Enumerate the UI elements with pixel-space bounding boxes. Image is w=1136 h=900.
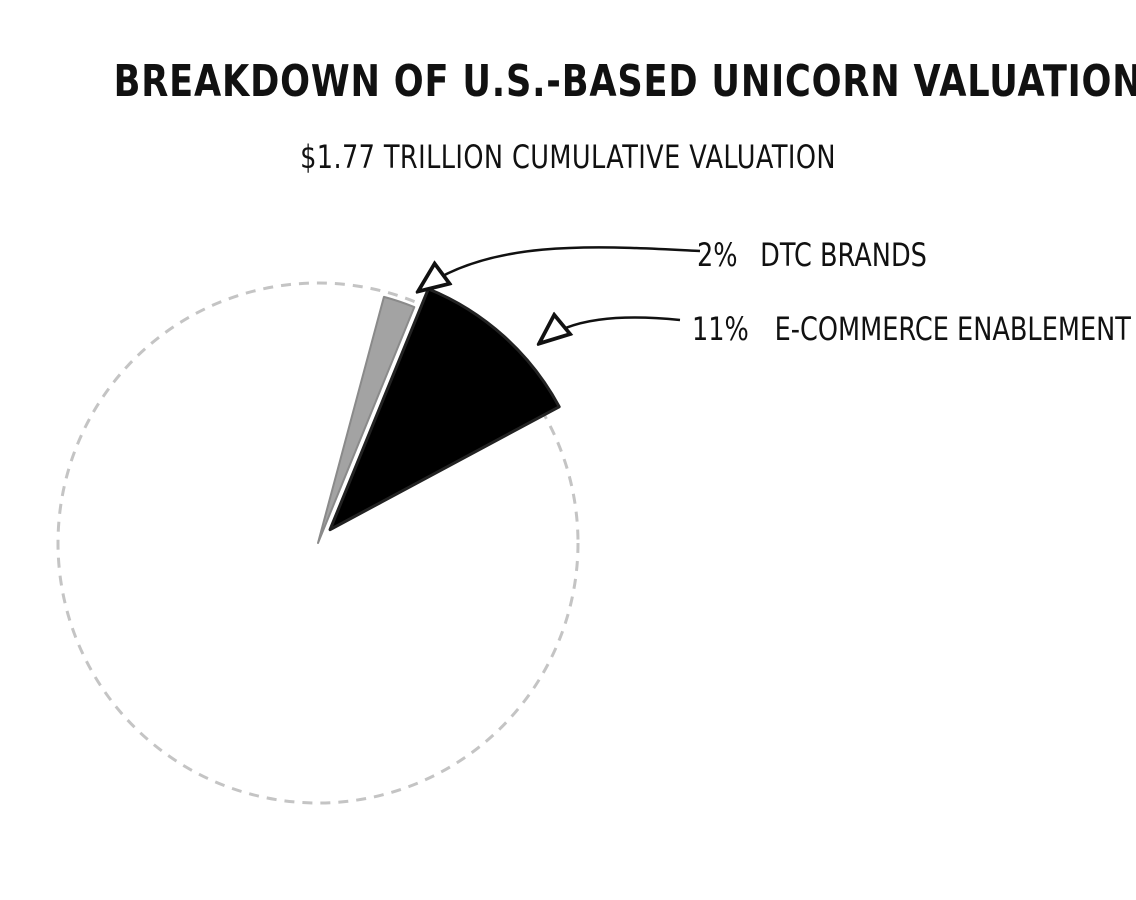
ecommerce-enablement-percent: 11% <box>692 310 749 348</box>
chart-title: BREAKDOWN OF U.S.-BASED UNICORN VALUATIO… <box>113 56 1136 107</box>
dtc-brands-label: 2% DTC BRANDS <box>697 236 927 274</box>
ecommerce-enablement-name: E-COMMERCE ENABLEMENT <box>775 310 1132 348</box>
chart-subtitle: $1.77 TRILLION CUMULATIVE VALUATION <box>300 138 836 176</box>
pie-slice-dtc-brands <box>317 295 416 544</box>
pie-remainder-outline <box>56 281 580 805</box>
ecommerce-enablement-label: 11% E-COMMERCE ENABLEMENT <box>692 310 1131 348</box>
dtc-brands-arrow <box>420 246 701 290</box>
ecommerce-enablement-arrow <box>541 318 681 342</box>
dtc-brands-percent: 2% <box>697 236 738 274</box>
dtc-brands-name: DTC BRANDS <box>760 236 927 274</box>
